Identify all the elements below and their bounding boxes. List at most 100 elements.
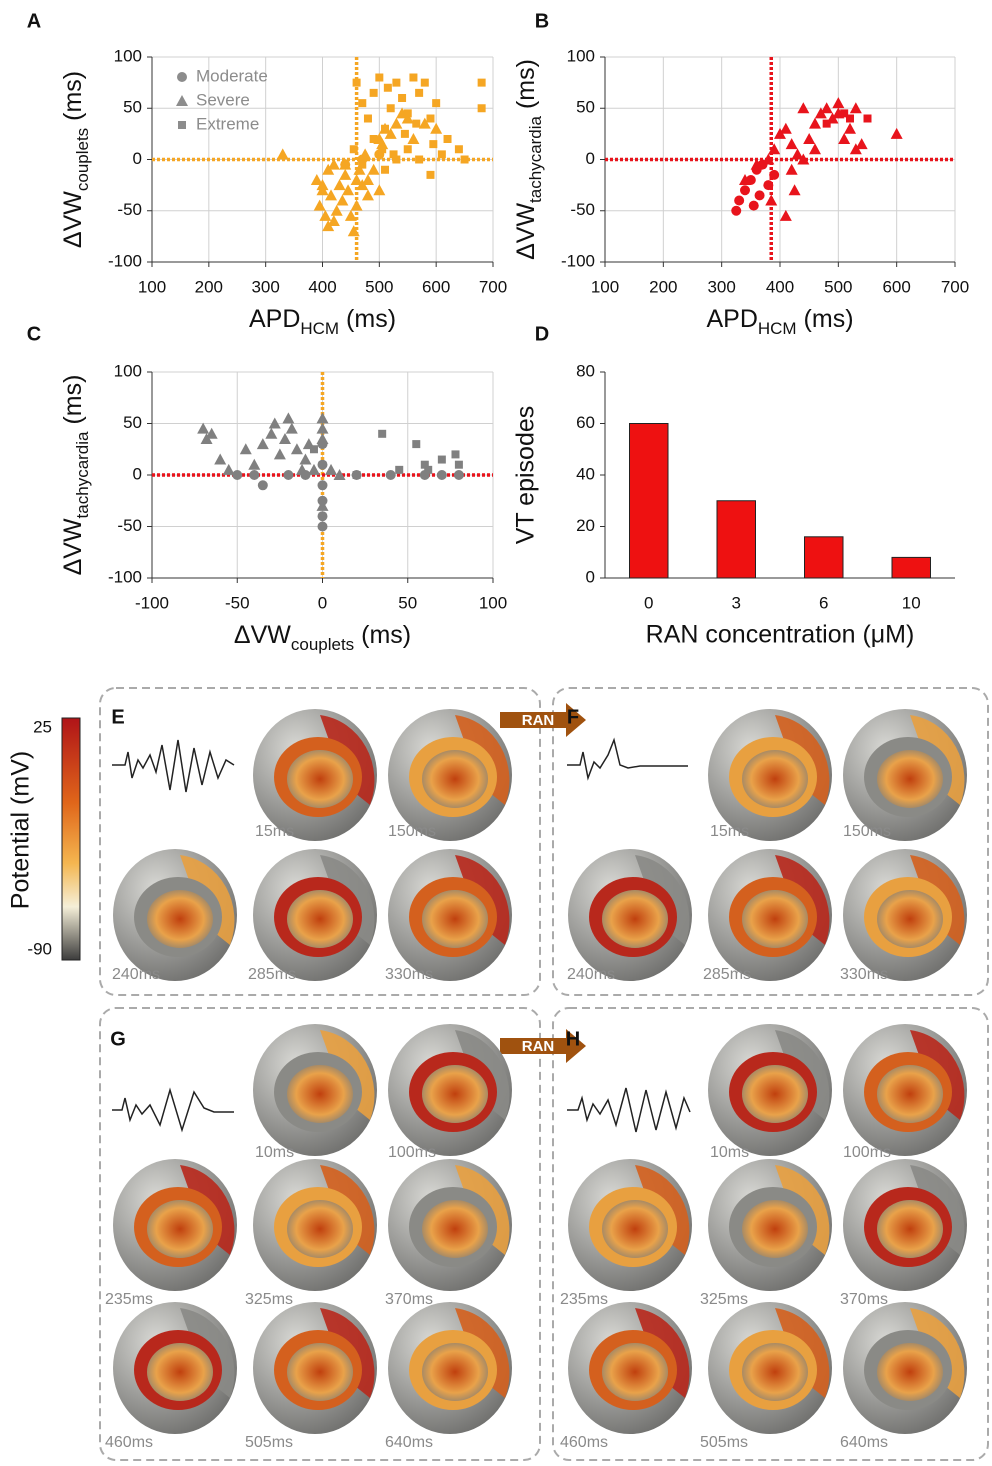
x-tick-label: 200 [649, 277, 677, 296]
point [418, 117, 431, 129]
heart-render [253, 1302, 377, 1434]
heart-render [388, 1159, 512, 1291]
y-tick-label: 50 [123, 98, 142, 117]
point [762, 153, 775, 165]
point [316, 499, 329, 511]
point [316, 422, 329, 434]
point [317, 521, 328, 532]
time-label: 285ms [703, 966, 751, 983]
point [358, 99, 367, 108]
heart-render [568, 849, 692, 981]
point [392, 78, 401, 87]
y-axis-label-part: couplets [73, 128, 92, 191]
point [347, 225, 360, 237]
legend-label: Moderate [196, 66, 268, 85]
x-axis-label-part: (ms) [354, 621, 411, 649]
heart-cavity [877, 1200, 943, 1258]
point [849, 143, 862, 155]
x-tick-label: 600 [422, 277, 450, 296]
point [283, 470, 294, 480]
point [239, 443, 252, 455]
point [265, 427, 278, 439]
panel-box [99, 1007, 541, 1461]
legend-marker [178, 121, 186, 129]
point [477, 78, 486, 87]
panel-label: A [27, 10, 41, 32]
point [358, 160, 367, 169]
bar [629, 423, 669, 579]
time-label: 285ms [248, 966, 296, 983]
point [797, 102, 810, 114]
heart-cavity [287, 1343, 353, 1401]
panel-label: H [566, 1028, 580, 1050]
legend-marker [176, 95, 188, 106]
y-tick-label: 100 [114, 361, 142, 380]
point [232, 470, 243, 480]
point [327, 215, 340, 226]
point [437, 150, 446, 159]
colorbar [61, 717, 81, 961]
heart-cavity [147, 890, 213, 948]
point [426, 114, 435, 123]
colorbar-title: Potential (mV) [7, 751, 35, 909]
point [359, 148, 372, 160]
point [316, 179, 329, 191]
point [844, 122, 856, 134]
point [436, 470, 447, 480]
ran-label: RAN [522, 1038, 555, 1055]
x-axis-label: APDHCM (ms) [706, 305, 853, 338]
bar [804, 536, 844, 579]
point [249, 470, 260, 480]
point [407, 133, 420, 144]
point [840, 109, 849, 118]
x-axis-label-part: APD [706, 305, 757, 333]
point [769, 169, 780, 180]
point [317, 511, 328, 522]
point [316, 432, 329, 444]
point [361, 189, 374, 201]
point [739, 174, 751, 185]
y-tick-label: 0 [133, 464, 142, 483]
point [424, 465, 433, 474]
point [754, 190, 765, 201]
heart-render [388, 1024, 512, 1156]
point [336, 194, 349, 206]
heart-render [253, 1159, 377, 1291]
y-tick-label: 50 [123, 413, 142, 432]
point [392, 155, 401, 164]
x-tick-label: -100 [135, 593, 169, 612]
point [214, 453, 227, 465]
panel-label: D [535, 323, 549, 345]
heart-cavity [877, 1065, 943, 1123]
time-label: 235ms [560, 1291, 608, 1308]
point [352, 78, 361, 87]
x-tick-label: 700 [479, 277, 507, 296]
point [437, 455, 446, 464]
time-label: 150ms [388, 823, 436, 840]
x-axis-label: RAN concentration (μM) [646, 621, 915, 649]
x-tick-label: 500 [824, 277, 852, 296]
point [330, 204, 343, 216]
x-axis-label: ΔVWcouplets (ms) [234, 621, 411, 654]
time-label: 15ms [255, 823, 294, 840]
heart-cavity [742, 1065, 808, 1123]
point [316, 412, 329, 424]
point [822, 119, 831, 128]
point [349, 145, 358, 154]
point [285, 422, 298, 434]
heart-cavity [287, 750, 353, 808]
point [276, 148, 289, 160]
panel-label: E [111, 706, 124, 728]
point [381, 165, 390, 174]
point [197, 422, 210, 434]
y-axis-label-part: tachycardia [526, 115, 545, 202]
x-tick-label: -50 [225, 593, 250, 612]
point [299, 453, 312, 465]
heart-render [388, 849, 512, 981]
time-label: 100ms [843, 1144, 891, 1161]
heart-render [568, 1159, 692, 1291]
heart-cavity [742, 890, 808, 948]
time-label: 640ms [385, 1434, 433, 1451]
point [409, 73, 418, 82]
x-axis-label-part: HCM [300, 319, 339, 338]
